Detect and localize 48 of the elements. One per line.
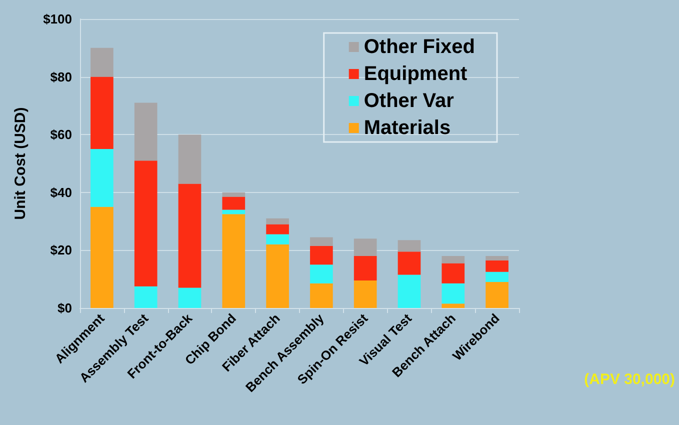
bar — [310, 283, 333, 308]
bar — [222, 210, 246, 214]
bar — [222, 196, 246, 210]
bar — [398, 252, 421, 275]
bar — [354, 238, 377, 256]
bar — [266, 224, 289, 234]
bar — [398, 274, 421, 308]
bar — [354, 280, 377, 308]
bar — [442, 283, 465, 304]
bar — [134, 102, 158, 161]
bar — [310, 264, 333, 284]
bar — [486, 272, 508, 282]
y-tick-label: $60 — [50, 127, 72, 142]
legend-label: Materials — [364, 117, 451, 139]
y-tick-label: $80 — [50, 69, 72, 84]
text: (APV 30,000) — [584, 371, 676, 388]
bar — [398, 240, 421, 252]
bar — [442, 304, 465, 308]
y-tick-label: $20 — [50, 242, 72, 258]
bar — [266, 218, 289, 224]
legend-label: Other Var — [364, 90, 454, 112]
bar — [354, 256, 377, 281]
y-tick-label: $100 — [43, 12, 72, 26]
bar — [442, 263, 465, 284]
bar — [178, 184, 202, 288]
bar — [134, 286, 158, 308]
bar — [134, 160, 158, 286]
bar — [222, 214, 246, 308]
legend-label: Other Fixed — [364, 36, 476, 58]
bar — [266, 234, 289, 244]
bar — [178, 288, 202, 308]
bar — [310, 246, 333, 265]
bar — [486, 260, 508, 272]
bar — [90, 206, 114, 308]
bar — [486, 256, 508, 260]
bar — [310, 237, 333, 246]
bar — [266, 244, 289, 308]
bar — [90, 149, 114, 207]
legend-label: Equipment — [364, 63, 468, 85]
bar — [442, 256, 465, 264]
bar — [178, 134, 202, 184]
bar — [222, 192, 246, 197]
y-tick-label: $0 — [58, 300, 72, 316]
y-tick-label: $40 — [50, 184, 72, 200]
y-axis-title: Unit Cost (USD) — [12, 107, 29, 220]
bar — [486, 282, 508, 308]
bar — [90, 76, 114, 150]
bar — [90, 48, 114, 77]
